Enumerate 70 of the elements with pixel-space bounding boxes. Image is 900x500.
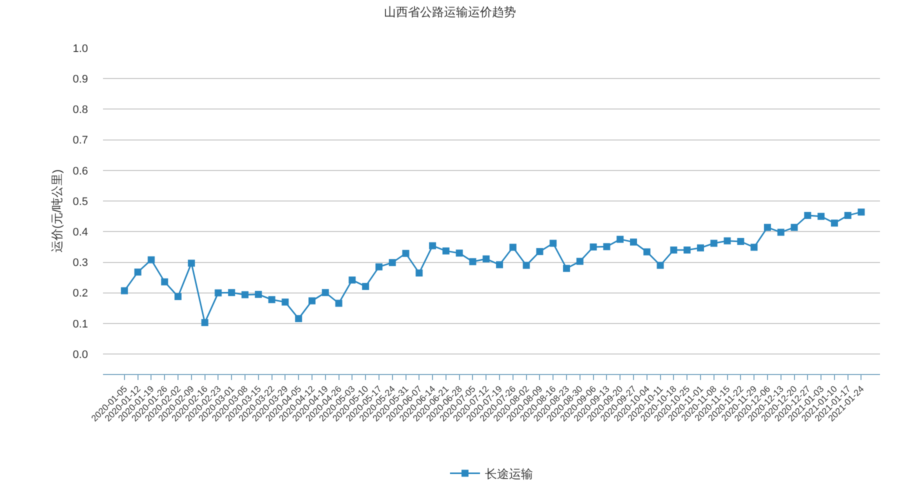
point	[563, 264, 570, 272]
point	[616, 236, 624, 243]
point	[670, 246, 678, 254]
point	[416, 269, 423, 276]
point	[322, 289, 329, 296]
point	[348, 276, 356, 284]
y-tick-label: 0.4	[72, 226, 88, 239]
point	[242, 291, 248, 298]
point	[590, 243, 597, 250]
point	[790, 224, 798, 231]
point	[509, 244, 516, 251]
point	[643, 248, 650, 256]
point	[148, 256, 155, 264]
point	[656, 262, 664, 269]
point	[388, 259, 396, 266]
y-tick-label: 0.9	[72, 73, 88, 86]
point	[750, 244, 758, 251]
point	[228, 289, 236, 296]
y-tick-label: 0.2	[72, 288, 88, 300]
y-tick-label: 0.5	[72, 196, 88, 208]
point	[174, 293, 182, 300]
point	[724, 237, 731, 244]
point	[268, 296, 276, 304]
point	[482, 255, 490, 262]
point	[737, 238, 744, 245]
point	[777, 228, 784, 236]
point	[844, 212, 852, 219]
y-tick-label: 1.0	[72, 42, 88, 55]
point	[522, 262, 530, 269]
point	[375, 263, 382, 270]
legend-label: 长途运输	[485, 466, 533, 481]
point	[496, 261, 504, 268]
point	[282, 298, 289, 306]
point	[630, 238, 637, 246]
y-tick-label: 0.7	[72, 134, 88, 147]
point	[830, 220, 838, 227]
point	[201, 319, 208, 326]
point	[469, 258, 476, 266]
point	[295, 315, 302, 322]
y-axis-title: 运价(元/吨公里)	[50, 169, 64, 253]
y-tick-label: 0.3	[72, 257, 88, 270]
point	[576, 258, 584, 265]
point	[456, 250, 463, 257]
point	[362, 282, 370, 290]
point	[818, 212, 825, 220]
point	[120, 287, 128, 294]
point	[804, 212, 812, 219]
point	[684, 246, 691, 254]
point	[161, 278, 168, 286]
y-tick-label: 0.8	[72, 104, 88, 116]
y-tick-label: 0.1	[72, 318, 88, 330]
point	[335, 300, 342, 307]
point	[442, 247, 450, 254]
y-tick-label: 0.6	[72, 165, 88, 178]
point	[603, 243, 610, 250]
point	[710, 240, 718, 247]
point	[214, 289, 222, 296]
point	[134, 268, 142, 276]
point	[188, 260, 195, 267]
point	[254, 290, 262, 298]
point	[429, 242, 436, 250]
point	[536, 248, 544, 256]
point	[764, 224, 771, 231]
point	[696, 244, 704, 252]
point	[550, 240, 557, 247]
y-tick-label: 0.0	[72, 348, 88, 361]
chart-title: 山西省公路运输运价趋势	[384, 4, 516, 19]
point	[858, 208, 865, 216]
point	[402, 250, 410, 257]
point	[308, 297, 316, 304]
